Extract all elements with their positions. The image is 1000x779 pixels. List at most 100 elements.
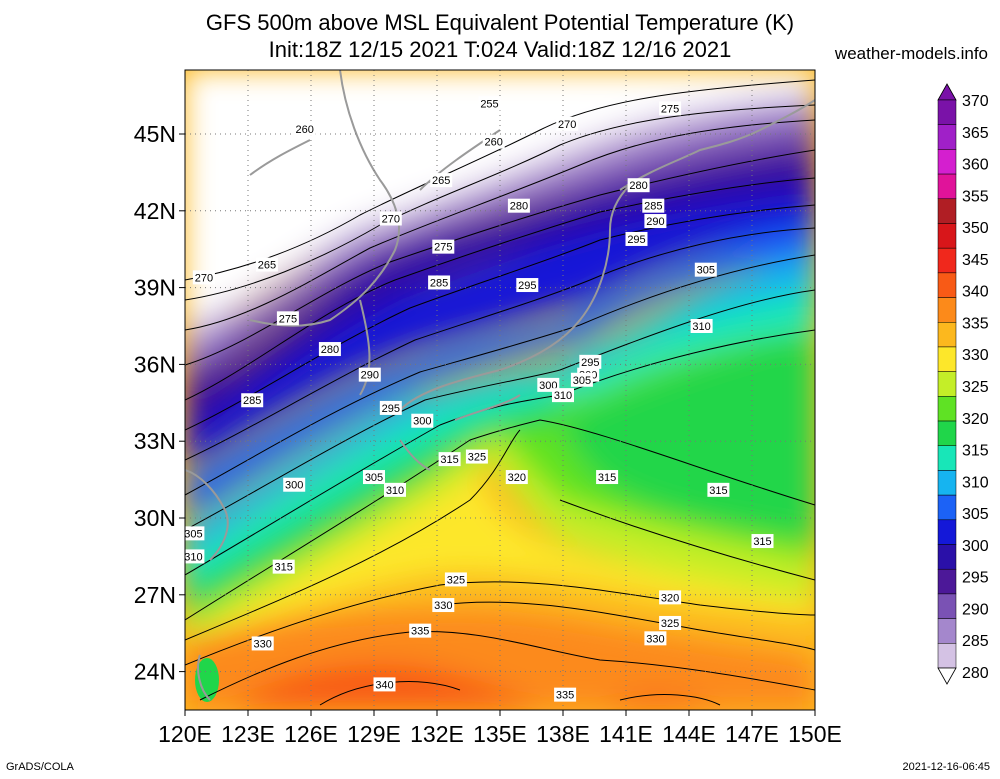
contour-label: 315 bbox=[272, 559, 295, 574]
contour-label: 285 bbox=[642, 198, 665, 213]
contour-label-text: 270 bbox=[558, 119, 576, 131]
contour-label-text: 285 bbox=[644, 201, 662, 213]
lon-tick-label: 129E bbox=[347, 721, 401, 747]
contour-label-background bbox=[192, 270, 215, 285]
lat-tick-label: 24N bbox=[134, 659, 176, 685]
lat-tick-label: 36N bbox=[134, 351, 176, 377]
colorbar-top-arrow bbox=[937, 83, 957, 101]
contour-label: 325 bbox=[659, 615, 682, 630]
contour-label-background bbox=[659, 615, 682, 630]
colorbar-swatch bbox=[937, 149, 957, 175]
colorbar-swatch bbox=[937, 643, 957, 669]
contour-label-text: 280 bbox=[629, 180, 647, 192]
contour-label-background bbox=[363, 470, 385, 485]
contour-label-background bbox=[373, 677, 396, 692]
contour-label-background bbox=[516, 278, 539, 293]
contour-label-text: 265 bbox=[258, 260, 276, 272]
contour-label: 280 bbox=[627, 178, 650, 193]
contour-label: 285 bbox=[241, 393, 264, 408]
contour-label-text: 330 bbox=[254, 638, 272, 650]
lon-tick-label: 147E bbox=[725, 721, 779, 747]
contour-label-background bbox=[570, 372, 593, 387]
lon-tick-label: 144E bbox=[662, 721, 716, 747]
contour-label-text: 300 bbox=[285, 480, 303, 492]
colorbar-label: 340 bbox=[962, 284, 989, 301]
contour-label: 295 bbox=[379, 400, 402, 415]
colorbar-label: 345 bbox=[962, 252, 989, 269]
contour-label-background bbox=[432, 598, 455, 613]
contour-label-text: 310 bbox=[386, 485, 404, 497]
contour-label-text: 310 bbox=[554, 390, 572, 402]
contour-label-background bbox=[465, 449, 488, 464]
contour-label: 330 bbox=[251, 636, 274, 651]
contour-label-background bbox=[283, 477, 306, 492]
contour-label-text: 290 bbox=[361, 370, 379, 382]
contour-label-text: 260 bbox=[485, 137, 503, 149]
contour-label-background bbox=[596, 470, 619, 485]
contour-label-background bbox=[751, 534, 774, 549]
contour-label-background bbox=[478, 96, 501, 111]
contour-label: 305 bbox=[570, 372, 593, 387]
lon-tick-label: 138E bbox=[536, 721, 590, 747]
contour-label-background bbox=[627, 178, 650, 193]
contour-label-text: 325 bbox=[447, 574, 465, 586]
contour-label-background bbox=[694, 262, 717, 277]
contour-labels: 255 260 260 265 265 270 270 270 275 275 275 280 280 2… bbox=[182, 96, 774, 702]
site-credit: weather-models.info bbox=[834, 44, 988, 63]
lat-tick-label: 39N bbox=[134, 275, 176, 301]
contour-label-text: 330 bbox=[434, 600, 452, 612]
contour-label-text: 315 bbox=[709, 485, 727, 497]
contour-label: 340 bbox=[373, 677, 396, 692]
colorbar-label: 290 bbox=[962, 601, 989, 618]
contour-label-background bbox=[409, 623, 432, 638]
contour-label: 255 bbox=[478, 96, 501, 111]
contour-label-background bbox=[318, 342, 341, 357]
contour-label-text: 315 bbox=[598, 472, 616, 484]
contour-label-background bbox=[430, 173, 453, 188]
contour-label: 275 bbox=[659, 101, 682, 116]
colorbar-swatch bbox=[937, 618, 957, 644]
contour-label-text: 315 bbox=[440, 454, 458, 466]
contour-label: 295 bbox=[625, 231, 648, 246]
colorbar-label: 295 bbox=[962, 570, 989, 587]
contour-label-background bbox=[444, 572, 467, 587]
contour-label: 280 bbox=[318, 342, 341, 357]
contour-label-text: 320 bbox=[508, 472, 526, 484]
contour-label-background bbox=[556, 116, 579, 131]
colorbar-swatch bbox=[937, 396, 957, 422]
contour-label: 295 bbox=[579, 354, 602, 369]
longitude-ticks: 120E 123E 126E 129E 132E 135E 138E 141E 144E 147E… bbox=[158, 710, 842, 747]
contour-label-background bbox=[482, 134, 505, 149]
contour-label-text: 280 bbox=[510, 201, 528, 213]
contour-label-background bbox=[384, 482, 406, 497]
contour-label-background bbox=[707, 482, 730, 497]
contour-label-background bbox=[554, 687, 577, 702]
contour-label-background bbox=[505, 470, 528, 485]
contour-label: 295 bbox=[516, 278, 539, 293]
contour-label-text: 310 bbox=[184, 551, 202, 563]
colorbar-swatch bbox=[937, 297, 957, 323]
contour-label-background bbox=[276, 311, 299, 326]
colorbar-label: 280 bbox=[962, 665, 989, 682]
contour-label-text: 275 bbox=[661, 103, 679, 115]
generation-timestamp: 2021-12-16-06:45 bbox=[902, 761, 990, 773]
contour-label-background bbox=[438, 452, 461, 467]
contour-label-background bbox=[642, 198, 665, 213]
contour-label: 265 bbox=[255, 257, 278, 272]
lat-tick-label: 30N bbox=[134, 505, 176, 531]
contour-label: 320 bbox=[505, 470, 528, 485]
contour-label-background bbox=[293, 121, 316, 136]
colorbar-swatch bbox=[937, 198, 957, 224]
lon-tick-label: 135E bbox=[473, 721, 527, 747]
contour-label-background bbox=[659, 101, 682, 116]
contour-label-text: 315 bbox=[753, 536, 771, 548]
colorbar-label: 330 bbox=[962, 347, 989, 364]
contour-label-background bbox=[358, 367, 381, 382]
contour-label-background bbox=[182, 549, 205, 564]
contour-label-text: 335 bbox=[556, 690, 574, 702]
colorbar-label: 315 bbox=[962, 443, 989, 460]
graticule bbox=[185, 70, 815, 710]
map-title: GFS 500m above MSL Equivalent Potential … bbox=[205, 10, 795, 35]
contour-label-text: 305 bbox=[573, 375, 591, 387]
colorbar-swatch bbox=[937, 173, 957, 200]
